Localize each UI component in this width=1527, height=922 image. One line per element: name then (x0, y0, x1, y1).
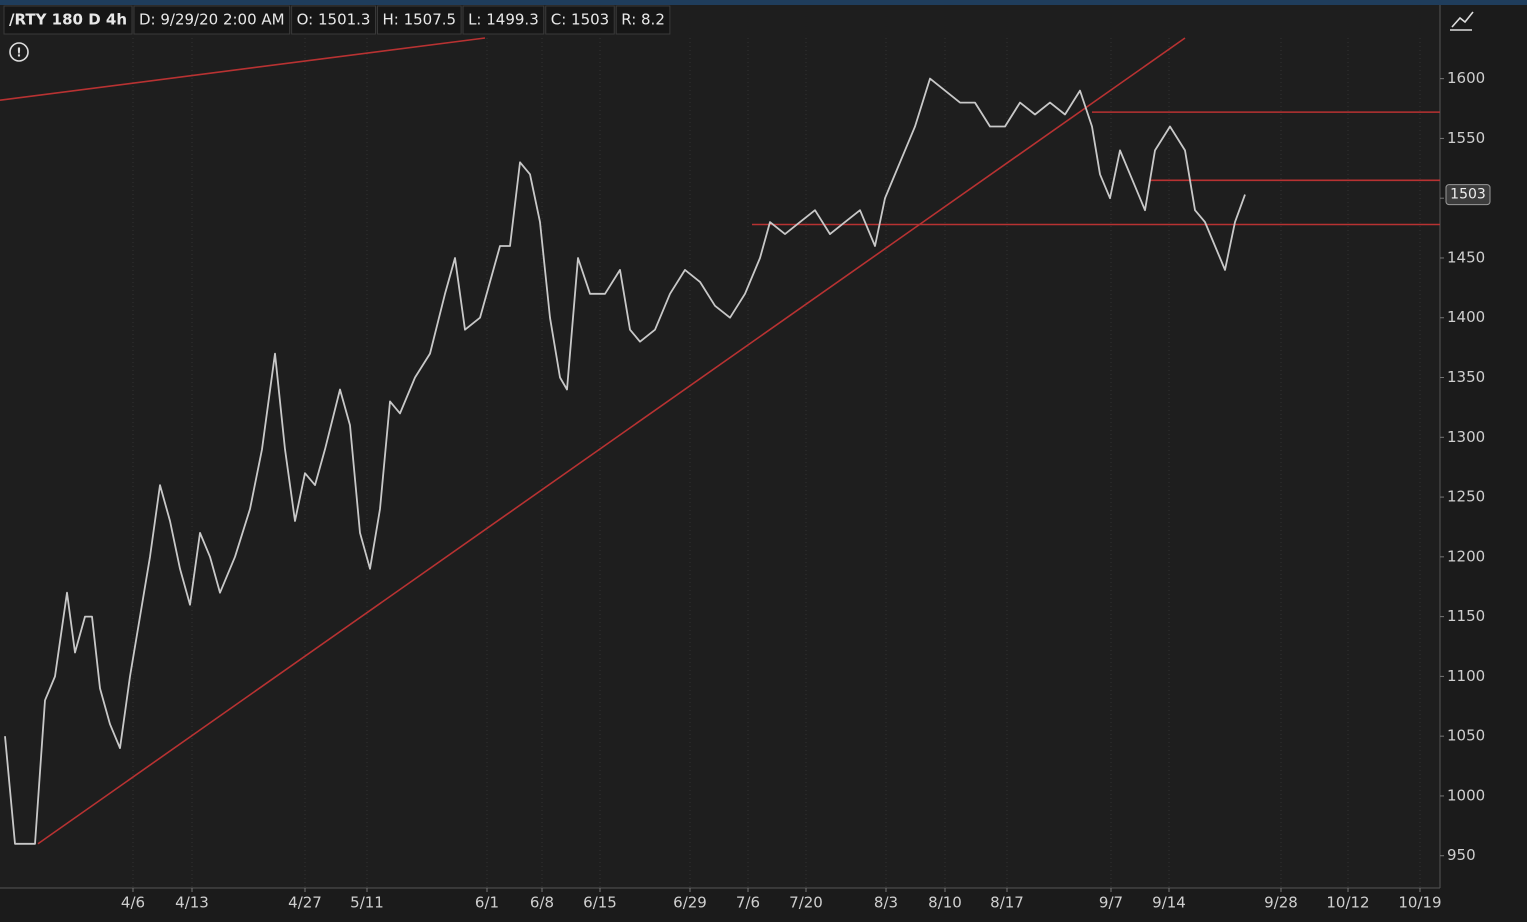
x-tick-label: 4/13 (175, 894, 209, 912)
header-box (545, 5, 615, 35)
y-tick-label: 1350 (1447, 368, 1485, 386)
header-field: R: 8.2 (621, 11, 665, 29)
y-tick-label: 1400 (1447, 308, 1485, 326)
x-tick-label: 6/15 (583, 894, 617, 912)
y-tick-label: 1150 (1447, 607, 1485, 625)
last-price-box (1445, 184, 1491, 206)
x-tick-label: 8/3 (874, 894, 898, 912)
header-box (133, 5, 291, 35)
x-tick-label: 8/17 (990, 894, 1024, 912)
header-box (462, 5, 545, 35)
alert-icon[interactable] (9, 42, 29, 62)
header: /RTY 180 D 4h D: 9/29/20 2:00 AM O: 1501.3… (3, 5, 671, 35)
header-field: C: 1503 (551, 11, 609, 29)
y-tick-label: 1050 (1447, 727, 1485, 745)
x-tick-label: 10/12 (1326, 894, 1369, 912)
x-tick-label: 10/19 (1398, 894, 1441, 912)
y-tick-label: 1550 (1447, 129, 1485, 147)
header-box (615, 5, 671, 35)
y-tick-label: 1600 (1447, 69, 1485, 87)
plot (0, 37, 1440, 888)
y-tick-label: 1300 (1447, 428, 1485, 446)
x-tick-label: 6/29 (673, 894, 707, 912)
header-box (291, 5, 376, 35)
y-tick-label: 1200 (1447, 547, 1485, 565)
x-tick-label: 7/20 (789, 894, 823, 912)
x-tick-label: 9/28 (1264, 894, 1298, 912)
y-tick-label: 1000 (1447, 786, 1485, 804)
header-field: L: 1499.3 (468, 11, 539, 29)
x-tick-label: 9/14 (1152, 894, 1186, 912)
plot-area (0, 5, 1440, 888)
last-price-label: 1503 (1450, 187, 1486, 203)
header-field: O: 1501.3 (297, 11, 371, 29)
header-field: /RTY 180 D 4h (9, 11, 127, 29)
header-box (3, 5, 133, 35)
x-tick-label: 4/27 (288, 894, 322, 912)
y-tick-label: 1250 (1447, 488, 1485, 506)
drawing-line (0, 37, 486, 101)
x-tick-label: 7/6 (736, 894, 760, 912)
drawing-tool-icon[interactable] (1450, 11, 1474, 31)
drawing-line (37, 37, 1186, 845)
x-tick-label: 9/7 (1099, 894, 1123, 912)
header-box (376, 5, 462, 35)
x-tick-label: 5/11 (350, 894, 384, 912)
x-tick-label: 4/6 (121, 894, 145, 912)
alert-icon-mark: ! (16, 46, 21, 60)
x-tick-label: 6/1 (475, 894, 499, 912)
x-tick-label: 8/10 (928, 894, 962, 912)
y-tick-label: 1100 (1447, 667, 1485, 685)
top-strip (0, 0, 1527, 5)
y-tick-label: 1450 (1447, 248, 1485, 266)
header-field: H: 1507.5 (382, 11, 456, 29)
price-line (4, 77, 1246, 845)
y-tick-label: 950 (1447, 846, 1476, 864)
header-field: D: 9/29/20 2:00 AM (139, 11, 285, 29)
x-tick-label: 6/8 (530, 894, 554, 912)
